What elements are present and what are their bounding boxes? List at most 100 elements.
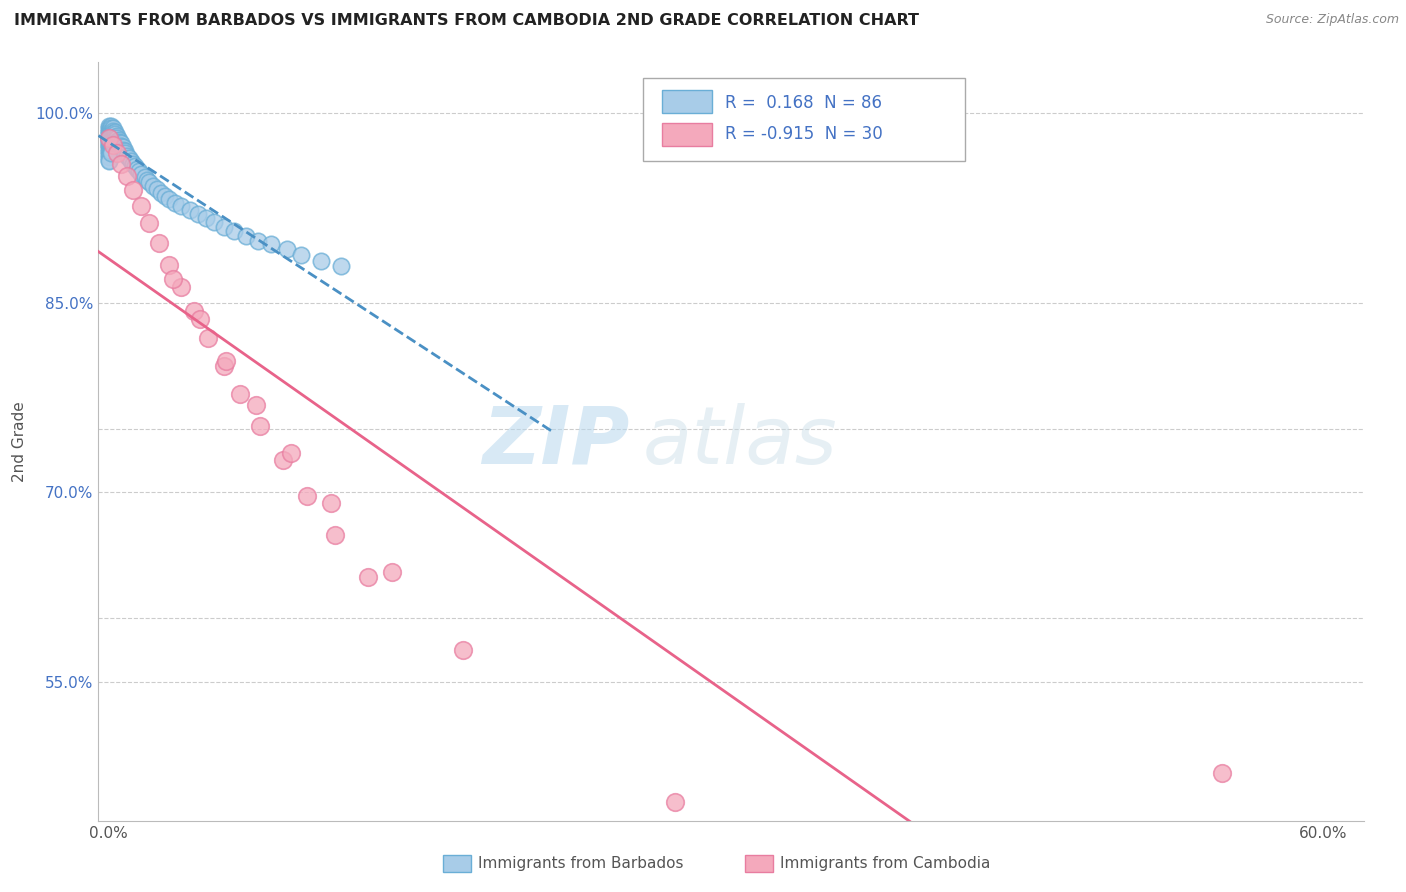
Point: [100, 144, 122, 158]
Point: [100, 121, 122, 136]
Point: [280, 446, 302, 460]
Text: Source: ZipAtlas.com: Source: ZipAtlas.com: [1265, 13, 1399, 27]
Point: [136, 173, 159, 187]
Point: [110, 139, 132, 153]
Point: [101, 121, 124, 136]
Point: [100, 136, 122, 151]
Point: [111, 140, 134, 154]
Point: [107, 135, 129, 149]
Point: [100, 128, 122, 143]
Point: [110, 136, 132, 151]
Point: [100, 131, 122, 145]
Point: [229, 386, 252, 401]
Point: [247, 234, 270, 248]
Point: [97, 132, 120, 146]
Point: [276, 243, 298, 257]
Point: [451, 643, 474, 657]
Point: [97, 134, 120, 148]
Point: [97, 137, 120, 152]
Point: [97, 147, 120, 161]
Point: [150, 186, 173, 200]
Point: [148, 236, 170, 251]
FancyBboxPatch shape: [661, 90, 711, 113]
Point: [212, 219, 235, 234]
Point: [100, 119, 122, 133]
Text: Immigrants from Cambodia: Immigrants from Cambodia: [780, 856, 991, 871]
Point: [97, 131, 120, 145]
Point: [121, 183, 143, 197]
Point: [107, 132, 129, 146]
Text: IMMIGRANTS FROM BARBADOS VS IMMIGRANTS FROM CAMBODIA 2ND GRADE CORRELATION CHART: IMMIGRANTS FROM BARBADOS VS IMMIGRANTS F…: [14, 13, 920, 29]
Point: [100, 146, 122, 161]
Point: [115, 169, 138, 184]
Point: [197, 331, 219, 345]
Point: [101, 124, 124, 138]
Point: [97, 145, 120, 160]
Point: [330, 259, 353, 273]
Point: [104, 130, 127, 145]
Point: [97, 130, 120, 145]
Y-axis label: 2nd Grade: 2nd Grade: [13, 401, 27, 482]
Point: [97, 141, 120, 155]
FancyBboxPatch shape: [643, 78, 966, 161]
Point: [111, 143, 134, 157]
Point: [215, 353, 238, 368]
Point: [97, 124, 120, 138]
Text: R =  0.168  N = 86: R = 0.168 N = 86: [725, 94, 882, 112]
Point: [1211, 765, 1233, 780]
Point: [194, 211, 217, 225]
Point: [664, 795, 686, 809]
Point: [129, 167, 152, 181]
Point: [107, 137, 129, 152]
Point: [146, 182, 169, 196]
Point: [104, 132, 127, 146]
Point: [97, 125, 120, 139]
Point: [110, 156, 132, 170]
Point: [183, 304, 205, 318]
Point: [222, 223, 245, 237]
Point: [125, 161, 148, 176]
Point: [104, 135, 127, 149]
Point: [245, 398, 267, 412]
Point: [134, 170, 156, 185]
Point: [155, 189, 177, 203]
Point: [105, 134, 128, 148]
Point: [271, 453, 294, 467]
Point: [97, 139, 120, 153]
Point: [114, 146, 136, 161]
Point: [101, 131, 124, 145]
Point: [100, 124, 122, 138]
Point: [97, 121, 120, 136]
Point: [121, 156, 143, 170]
Point: [97, 119, 120, 133]
Point: [249, 419, 271, 434]
Point: [259, 237, 281, 252]
Point: [120, 154, 142, 169]
Text: Immigrants from Barbados: Immigrants from Barbados: [478, 856, 683, 871]
Point: [118, 152, 141, 166]
Point: [97, 153, 120, 167]
Point: [157, 192, 180, 206]
Point: [100, 134, 122, 148]
Point: [157, 258, 180, 272]
Point: [100, 139, 122, 153]
Text: R = -0.915  N = 30: R = -0.915 N = 30: [725, 126, 883, 144]
Point: [100, 141, 122, 155]
Point: [104, 125, 127, 139]
Point: [100, 126, 122, 140]
Point: [323, 528, 346, 542]
Point: [97, 128, 120, 142]
Point: [321, 496, 343, 510]
Point: [97, 154, 120, 169]
Point: [142, 179, 165, 194]
Point: [162, 271, 184, 285]
Point: [170, 200, 193, 214]
Point: [105, 136, 128, 151]
Point: [179, 203, 201, 218]
Point: [212, 359, 235, 373]
Point: [115, 149, 138, 163]
Point: [104, 128, 127, 142]
Point: [235, 228, 257, 243]
Point: [170, 280, 193, 294]
Point: [309, 253, 332, 268]
